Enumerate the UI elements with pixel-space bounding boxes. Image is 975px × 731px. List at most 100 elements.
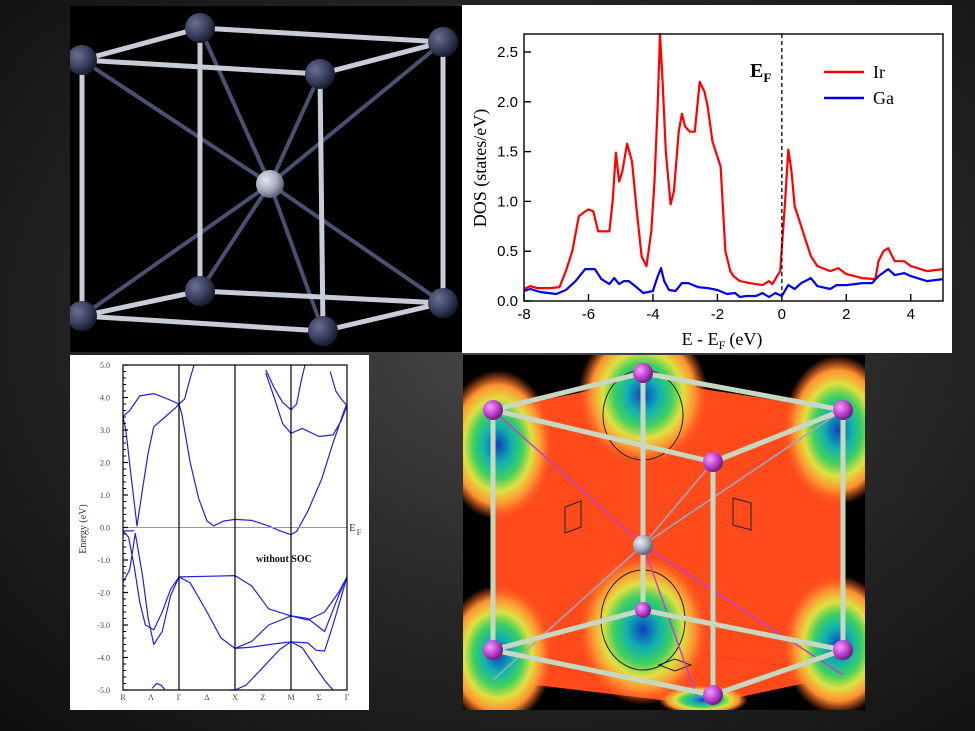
bond bbox=[640, 607, 846, 653]
ir-atom bbox=[305, 59, 335, 89]
bond bbox=[490, 370, 646, 413]
band-line bbox=[265, 372, 348, 438]
y-axis-label: Energy (eV) bbox=[78, 504, 89, 554]
bond bbox=[198, 182, 272, 293]
bond bbox=[642, 544, 699, 701]
fermi-surface-panel bbox=[463, 355, 865, 710]
fermi-label-main: E bbox=[349, 522, 356, 534]
bond bbox=[642, 544, 844, 676]
band-line bbox=[234, 641, 334, 691]
ir-atom bbox=[185, 13, 215, 43]
bond bbox=[642, 461, 714, 546]
k-point-label: Δ bbox=[204, 693, 209, 702]
band-line bbox=[178, 403, 348, 536]
y-tick-label: 2.5 bbox=[497, 44, 518, 61]
series-ir-line bbox=[523, 33, 944, 291]
legend-label-ir: Ir bbox=[873, 62, 885, 82]
crystal-structure-icon bbox=[70, 13, 458, 346]
legend-label-ga: Ga bbox=[873, 88, 894, 108]
y-tick-label: 0.0 bbox=[497, 293, 518, 310]
bond bbox=[320, 300, 446, 334]
crystal-structure-panel bbox=[70, 6, 462, 352]
y-tick-label: 1.0 bbox=[100, 491, 110, 500]
y-tick-label: 0.5 bbox=[497, 243, 518, 260]
bond bbox=[317, 39, 446, 77]
fermi-label: EF bbox=[349, 522, 362, 537]
fermi-label-sub: F bbox=[357, 528, 362, 537]
bond bbox=[710, 407, 846, 465]
x-axis-label-unit: (eV) bbox=[729, 329, 762, 350]
ir-atom bbox=[428, 288, 458, 318]
x-tick-label: -8 bbox=[517, 306, 530, 323]
y-tick-label: -2.0 bbox=[97, 589, 110, 598]
k-point-label: Γ bbox=[345, 693, 350, 702]
bond bbox=[490, 607, 646, 653]
bond bbox=[490, 647, 716, 698]
bond bbox=[80, 58, 272, 186]
band-line bbox=[265, 364, 306, 411]
bond bbox=[79, 313, 326, 334]
y-tick-label: 3.0 bbox=[100, 426, 110, 435]
bond bbox=[490, 407, 716, 465]
y-tick-label: -1.0 bbox=[97, 556, 110, 565]
y-tick-label: 4.0 bbox=[100, 394, 110, 403]
dos-chart: -8 -6 -4 -2 0 2 4 0.0 0.5 1.0 1.5 2.0 2.5 DOS (state… bbox=[470, 33, 944, 352]
ir-atom bbox=[428, 27, 458, 57]
k-point-label: Σ bbox=[317, 693, 322, 702]
x-tick-label: -2 bbox=[711, 306, 724, 323]
ga-atom bbox=[256, 170, 284, 198]
x-tick-label: -4 bbox=[646, 306, 659, 323]
contour-loop bbox=[564, 500, 582, 534]
x-tick-label: -6 bbox=[582, 306, 595, 323]
fermi-annotation-sub: F bbox=[763, 70, 771, 85]
ir-atom bbox=[70, 45, 97, 75]
ir-atom bbox=[185, 276, 215, 306]
ir-atom bbox=[833, 640, 853, 660]
ir-atom bbox=[483, 640, 503, 660]
bond bbox=[268, 182, 325, 333]
bond bbox=[268, 72, 322, 186]
band-line bbox=[122, 392, 180, 417]
y-tick-label: -4.0 bbox=[97, 654, 110, 663]
x-tick-label: 2 bbox=[842, 306, 850, 323]
band-line bbox=[178, 576, 348, 649]
y-tick-label: 0.0 bbox=[100, 524, 110, 533]
band-structure-chart: 5.0 4.0 3.0 2.0 1.0 0.0 -1.0 -2.0 -3.0 -4.0 -5.0 R Λ… bbox=[78, 361, 362, 702]
k-point-label: Γ bbox=[177, 693, 182, 702]
y-tick-label: 2.0 bbox=[100, 459, 110, 468]
contour-loop bbox=[732, 497, 752, 531]
band-line bbox=[178, 364, 195, 405]
contour-hotspot bbox=[578, 555, 708, 705]
y-tick-label: -5.0 bbox=[97, 686, 110, 695]
bond bbox=[268, 40, 445, 186]
bond bbox=[80, 182, 272, 318]
ir-atom bbox=[633, 363, 653, 383]
y-tick-label: 1.0 bbox=[497, 193, 518, 210]
ir-atom bbox=[703, 452, 723, 472]
band-line bbox=[178, 575, 348, 621]
series-ga-line bbox=[523, 267, 944, 299]
bond bbox=[268, 182, 445, 305]
ir-atom bbox=[483, 400, 503, 420]
x-tick-label: 0 bbox=[778, 306, 786, 323]
ir-atom bbox=[635, 602, 651, 618]
dos-chart-panel: -8 -6 -4 -2 0 2 4 0.0 0.5 1.0 1.5 2.0 2.5 DOS (state… bbox=[462, 5, 952, 353]
fermi-annotation: EF bbox=[750, 60, 771, 85]
fermi-surface-icon bbox=[463, 355, 865, 710]
bond bbox=[710, 647, 846, 698]
bond bbox=[492, 409, 644, 546]
band-line bbox=[122, 530, 180, 631]
bond bbox=[640, 370, 846, 413]
bond bbox=[317, 71, 326, 334]
plot-frame bbox=[523, 33, 944, 302]
band-line bbox=[234, 576, 348, 652]
x-axis-label: E - EF (eV) bbox=[682, 329, 763, 352]
ir-atom bbox=[703, 685, 723, 705]
ir-atom bbox=[833, 400, 853, 420]
bond bbox=[79, 25, 203, 63]
y-axis-label: DOS (states/eV) bbox=[470, 109, 491, 227]
ir-atom bbox=[308, 316, 338, 346]
band-line bbox=[329, 371, 348, 406]
ga-atom bbox=[633, 535, 653, 555]
k-point-label: M bbox=[287, 693, 294, 702]
